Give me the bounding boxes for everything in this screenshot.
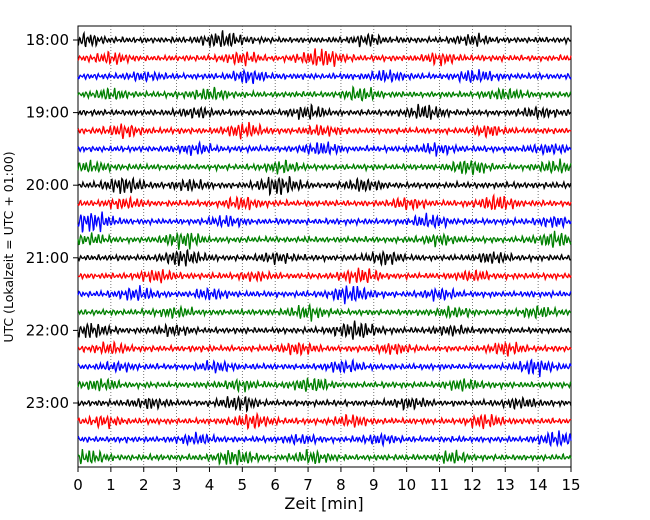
trace-line: [77, 103, 572, 121]
trace-line: [77, 267, 572, 284]
x-tick-label: 14: [529, 476, 548, 494]
y-axis-label: UTC (Lokalzeit = UTC + 01:00): [1, 151, 16, 342]
y-tick-label: 23:00: [26, 394, 69, 412]
x-tick-label: 10: [397, 476, 416, 494]
trace-line: [77, 85, 572, 102]
trace-line: [77, 158, 572, 176]
y-axis-ticks: 18:00 19:00 20:00 21:00 22:00 23:00: [26, 31, 78, 412]
trace-line: [77, 230, 572, 250]
y-tick-label: 18:00: [26, 31, 69, 49]
trace-line: [77, 211, 572, 233]
x-axis-ticks: 0 1 2 3 4 5 6 7 8 9 10 11 12 13 14 15: [73, 467, 581, 494]
trace-line: [77, 339, 572, 357]
trace-line: [77, 377, 572, 394]
trace-line: [77, 139, 572, 157]
trace-line: [77, 430, 572, 448]
seismogram-traces: [77, 30, 572, 467]
x-tick-label: 7: [303, 476, 313, 494]
x-tick-label: 6: [270, 476, 280, 494]
y-tick-label: 19:00: [26, 104, 69, 122]
x-tick-label: 0: [73, 476, 83, 494]
trace-line: [77, 30, 572, 49]
x-tick-label: 8: [336, 476, 346, 494]
trace-line: [77, 302, 572, 322]
trace-line: [77, 411, 572, 431]
trace-line: [77, 394, 572, 413]
x-axis-label: Zeit [min]: [284, 494, 363, 513]
x-tick-label: 11: [430, 476, 449, 494]
x-tick-label: 5: [238, 476, 248, 494]
x-tick-label: 9: [369, 476, 379, 494]
trace-line: [77, 248, 572, 267]
trace-line: [77, 193, 572, 212]
x-tick-label: 12: [463, 476, 482, 494]
plot-frame: [77, 25, 572, 468]
x-tick-label: 13: [496, 476, 515, 494]
trace-line: [77, 358, 572, 378]
trace-line: [77, 68, 572, 85]
x-tick-label: 4: [205, 476, 215, 494]
y-tick-label: 22:00: [26, 321, 69, 339]
trace-line: [77, 320, 572, 340]
trace-line: [77, 121, 572, 140]
trace-line: [77, 285, 572, 305]
trace-line: [77, 176, 572, 197]
x-tick-label: 2: [139, 476, 149, 494]
y-tick-label: 20:00: [26, 176, 69, 194]
trace-line: [77, 448, 572, 467]
trace-line: [77, 48, 572, 67]
x-tick-label: 1: [106, 476, 116, 494]
x-tick-label: 3: [172, 476, 182, 494]
x-tick-label: 15: [561, 476, 580, 494]
y-tick-label: 21:00: [26, 249, 69, 267]
